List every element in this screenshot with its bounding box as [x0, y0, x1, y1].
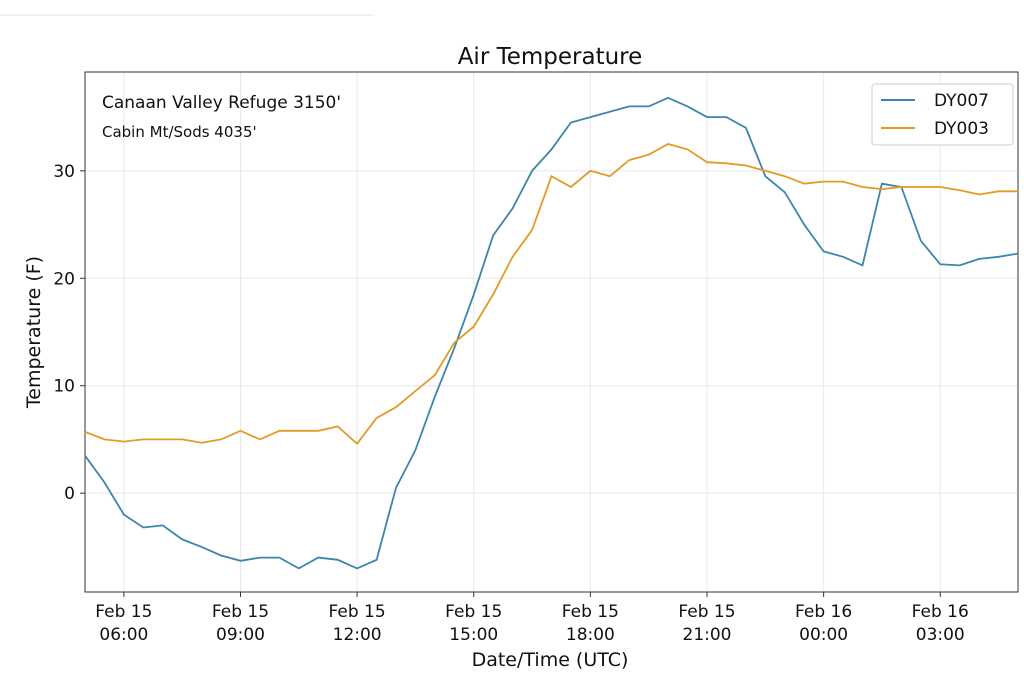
y-tick-label: 30: [53, 162, 75, 182]
x-tick-label: 00:00: [799, 625, 848, 645]
x-tick-label: Feb 15: [212, 602, 269, 622]
x-tick-label: Feb 15: [329, 602, 386, 622]
annotation: Canaan Valley Refuge 3150': [102, 93, 341, 113]
x-tick-label: 03:00: [916, 625, 965, 645]
legend-label: DY007: [934, 91, 989, 111]
annotation: Cabin Mt/Sods 4035': [102, 123, 257, 141]
x-tick-label: 06:00: [99, 625, 148, 645]
legend-label: DY003: [934, 119, 989, 139]
x-tick-label: 18:00: [566, 625, 615, 645]
x-tick-label: 21:00: [683, 625, 732, 645]
y-tick-label: 10: [53, 377, 75, 397]
data-line: [84, 143, 1018, 446]
x-tick-label: 12:00: [333, 625, 382, 645]
y-tick-label: 0: [64, 484, 75, 504]
x-tick-label: Feb 15: [445, 602, 502, 622]
x-tick-label: Feb 15: [678, 602, 735, 622]
chart-title: Air Temperature: [458, 44, 643, 70]
y-tick-label: 20: [53, 269, 75, 289]
x-tick-label: Feb 15: [95, 602, 152, 622]
x-tick-label: 09:00: [216, 625, 265, 645]
x-axis-label: Date/Time (UTC): [472, 649, 629, 671]
y-axis-label: Temperature (F): [23, 256, 45, 409]
x-tick-label: Feb 15: [562, 602, 619, 622]
x-tick-label: 15:00: [449, 625, 498, 645]
plot-frame: [84, 71, 1019, 593]
data-line: [84, 96, 1019, 570]
x-tick-label: Feb 16: [912, 602, 969, 622]
x-tick-label: Feb 16: [795, 602, 852, 622]
